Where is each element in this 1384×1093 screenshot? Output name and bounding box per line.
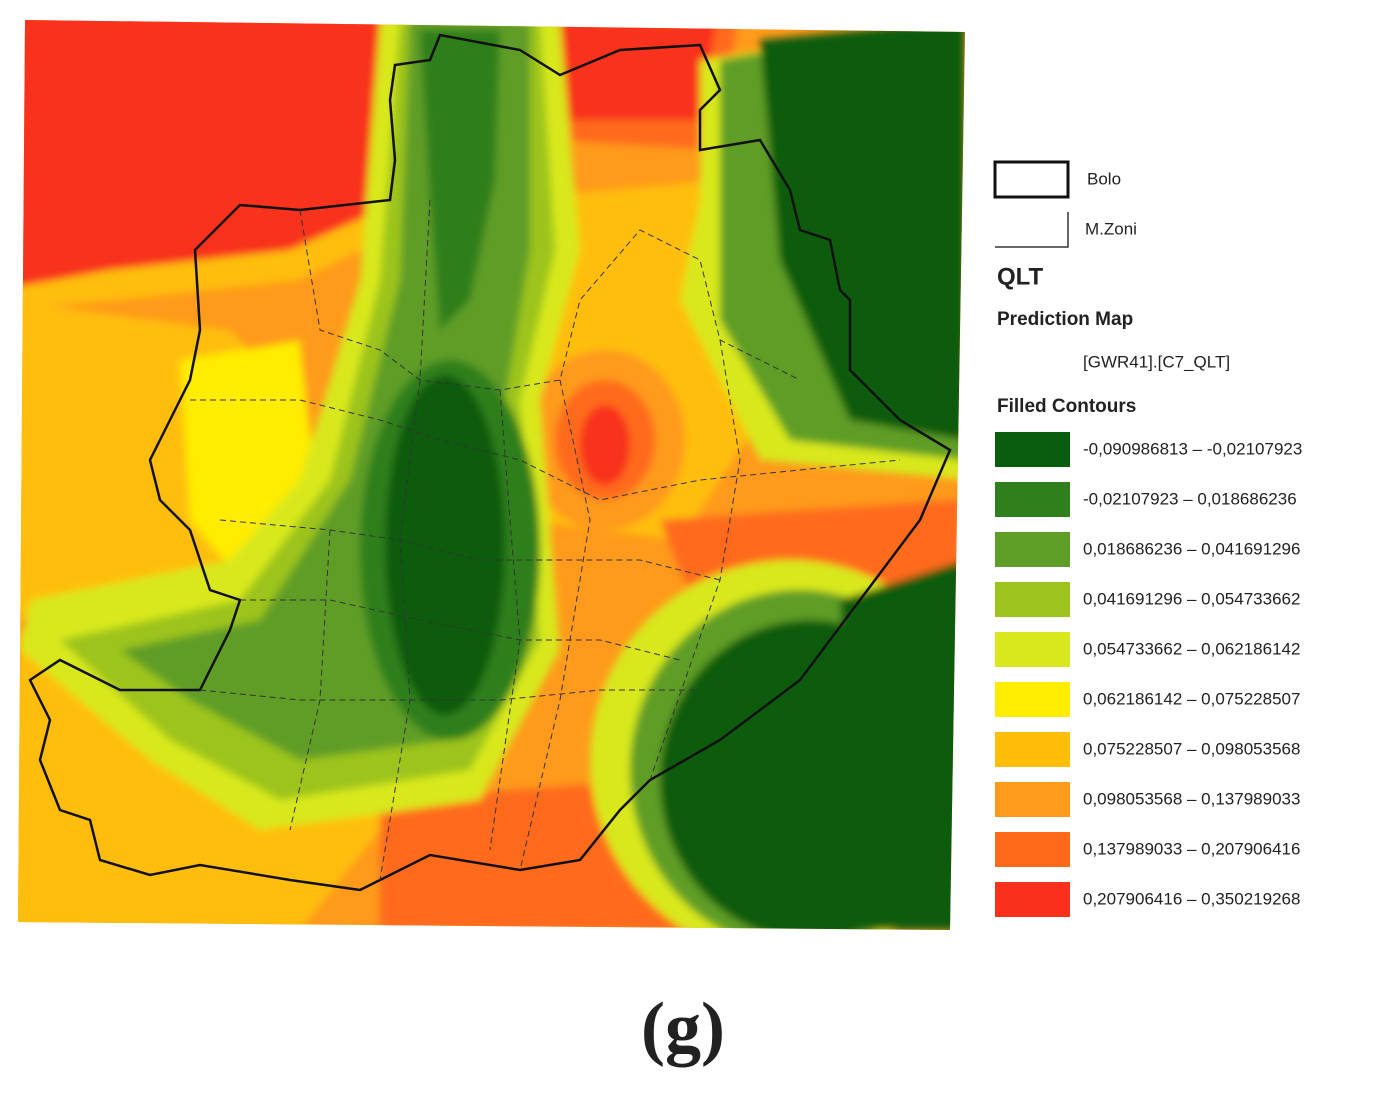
legend-swatch <box>995 832 1070 867</box>
contour-region <box>760 20 965 440</box>
zone-line <box>240 599 681 661</box>
contour-region <box>420 30 500 330</box>
boundary <box>28 33 952 892</box>
zone-line <box>379 199 431 881</box>
legend-swatch <box>995 582 1070 617</box>
legend-swatch <box>995 432 1070 467</box>
contour-region <box>18 20 390 290</box>
legend-field: [GWR41].[C7_QLT] <box>1083 352 1230 371</box>
zone-line <box>519 379 591 871</box>
legend-title: QLT <box>997 263 1044 290</box>
legend-label: 0,054733662 – 0,062186142 <box>1083 639 1300 658</box>
legend-label: 0,207906416 – 0,350219268 <box>1083 889 1300 908</box>
zone-line <box>299 209 801 391</box>
legend-label: 0,075228507 – 0,098053568 <box>1083 739 1300 758</box>
legend-swatch <box>995 532 1070 567</box>
legend-label: 0,041691296 – 0,054733662 <box>1083 589 1300 608</box>
layer-label: M.Zoni <box>1085 219 1137 238</box>
legend-swatch <box>995 782 1070 817</box>
layer-swatch <box>993 160 1070 199</box>
legend-swatch <box>995 482 1070 517</box>
legend-label: 0,062186142 – 0,075228507 <box>1083 689 1300 708</box>
layer-swatch <box>995 212 1069 248</box>
contour-region <box>18 20 965 930</box>
legend: Bolo M.Zoni QLT Prediction Map [GWR41].[… <box>993 160 1302 917</box>
legend-label: 0,098053568 – 0,137989033 <box>1083 789 1300 808</box>
legend-swatch <box>995 682 1070 717</box>
layer-label: Bolo <box>1087 169 1121 188</box>
legend-swatch <box>995 732 1070 767</box>
legend-label: -0,02107923 – 0,018686236 <box>1083 489 1297 508</box>
legend-label: -0,090986813 – -0,02107923 <box>1083 439 1302 458</box>
legend-subtitle: Prediction Map <box>997 309 1133 330</box>
prediction-map <box>18 20 965 930</box>
legend-label: 0,137989033 – 0,207906416 <box>1083 839 1300 858</box>
zones <box>190 199 901 881</box>
legend-swatch <box>995 882 1070 917</box>
zone-line <box>199 689 700 701</box>
legend-swatch <box>995 632 1070 667</box>
caption: (g) <box>641 988 725 1068</box>
zone-line <box>489 389 521 851</box>
contour-region <box>580 405 630 485</box>
contour-region <box>840 560 965 930</box>
zone-line <box>649 339 741 781</box>
legend-section: Filled Contours <box>997 396 1136 417</box>
contour-region <box>385 375 505 715</box>
legend-label: 0,018686236 – 0,041691296 <box>1083 539 1300 558</box>
zone-line <box>289 529 331 831</box>
